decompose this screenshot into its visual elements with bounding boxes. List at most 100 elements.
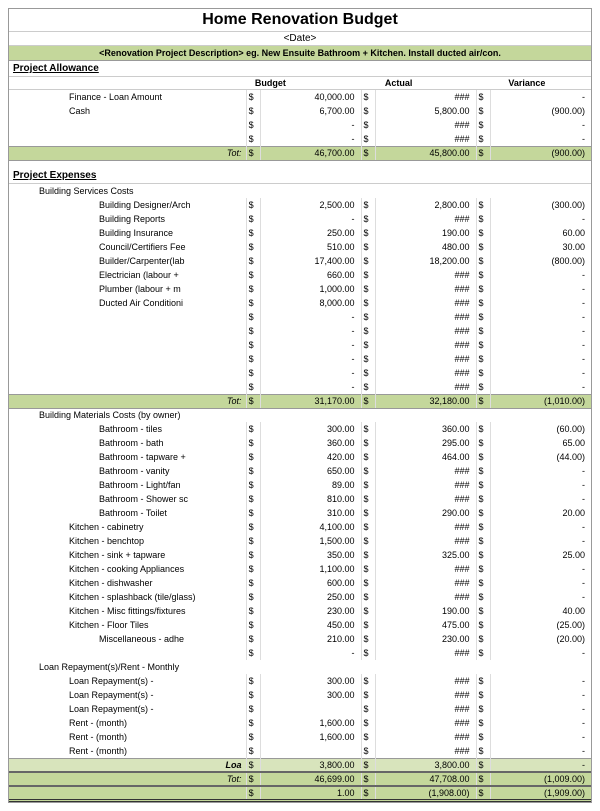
budget-cell: 650.00 bbox=[260, 464, 361, 478]
actual-cell: ### bbox=[375, 90, 476, 104]
currency-cell: $ bbox=[246, 548, 260, 562]
budget-cell: 230.00 bbox=[260, 604, 361, 618]
currency-cell: $ bbox=[476, 730, 490, 744]
currency-cell: $ bbox=[361, 716, 375, 730]
group-row: Loan Repayment(s)/Rent - Monthly bbox=[9, 660, 591, 674]
currency-cell: $ bbox=[246, 254, 260, 268]
budget-cell: 360.00 bbox=[260, 436, 361, 450]
date-field: <Date> bbox=[9, 32, 591, 46]
variance-cell: - bbox=[490, 702, 591, 716]
budget-cell: 40,000.00 bbox=[260, 90, 361, 104]
currency-cell: $ bbox=[361, 324, 375, 338]
table-row: Cash $ 6,700.00 $ 5,800.00 $ (900.00) bbox=[9, 104, 591, 118]
row-label: Electrician (labour + bbox=[9, 268, 246, 282]
expenses-table: Building Services Costs Building Designe… bbox=[9, 184, 591, 802]
currency-cell: $ bbox=[361, 478, 375, 492]
currency-cell: $ bbox=[476, 132, 490, 146]
currency-cell: $ bbox=[476, 688, 490, 702]
currency-cell: $ bbox=[246, 618, 260, 632]
table-row: Loan Repayment(s) - $ 300.00 $ ### $ - bbox=[9, 688, 591, 702]
actual-cell: 295.00 bbox=[375, 436, 476, 450]
actual-cell: ### bbox=[375, 730, 476, 744]
allowance-header: Project Allowance bbox=[9, 61, 591, 77]
currency-cell: $ bbox=[361, 492, 375, 506]
variance-cell: - bbox=[490, 464, 591, 478]
currency-cell: $ bbox=[361, 90, 375, 104]
currency-cell: $ bbox=[361, 240, 375, 254]
row-label: Building Insurance bbox=[9, 226, 246, 240]
table-row: Builder/Carpenter(lab $ 17,400.00 $ 18,2… bbox=[9, 254, 591, 268]
currency-cell: $ bbox=[361, 212, 375, 226]
budget-cell: 300.00 bbox=[260, 674, 361, 688]
total-label: Loa bbox=[9, 758, 246, 772]
budget-cell: 250.00 bbox=[260, 226, 361, 240]
currency-cell: $ bbox=[476, 576, 490, 590]
actual-cell: ### bbox=[375, 492, 476, 506]
currency-cell: $ bbox=[361, 674, 375, 688]
group-row: Building Services Costs bbox=[9, 184, 591, 198]
row-label: Loan Repayment(s) - bbox=[9, 674, 246, 688]
table-row: Electrician (labour + $ 660.00 $ ### $ - bbox=[9, 268, 591, 282]
currency-cell: $ bbox=[476, 436, 490, 450]
budget-cell: 1,000.00 bbox=[260, 282, 361, 296]
currency-cell: $ bbox=[361, 688, 375, 702]
currency-cell: $ bbox=[246, 450, 260, 464]
budget-cell: 810.00 bbox=[260, 492, 361, 506]
variance-cell: 65.00 bbox=[490, 436, 591, 450]
row-label bbox=[9, 380, 246, 394]
currency-cell: $ bbox=[361, 226, 375, 240]
variance-cell: (44.00) bbox=[490, 450, 591, 464]
table-row: $ - $ ### $ - bbox=[9, 380, 591, 394]
actual-cell: ### bbox=[375, 576, 476, 590]
project-description: <Renovation Project Description> eg. New… bbox=[9, 46, 591, 61]
row-label bbox=[9, 366, 246, 380]
budget-cell: 210.00 bbox=[260, 632, 361, 646]
currency-cell: $ bbox=[476, 450, 490, 464]
row-label: Council/Certifiers Fee bbox=[9, 240, 246, 254]
currency-cell: $ bbox=[246, 310, 260, 324]
table-row: Loan Repayment(s) - $ 300.00 $ ### $ - bbox=[9, 674, 591, 688]
currency-cell: $ bbox=[246, 562, 260, 576]
currency-cell: $ bbox=[476, 212, 490, 226]
currency-cell: $ bbox=[246, 534, 260, 548]
budget-cell: - bbox=[260, 380, 361, 394]
currency-cell: $ bbox=[246, 604, 260, 618]
actual-cell: ### bbox=[375, 268, 476, 282]
allowance-table: Finance - Loan Amount $ 40,000.00 $ ### … bbox=[9, 90, 591, 168]
variance-cell: (900.00) bbox=[490, 104, 591, 118]
budget-cell: 89.00 bbox=[260, 478, 361, 492]
row-label: Bathroom - vanity bbox=[9, 464, 246, 478]
budget-cell: - bbox=[260, 646, 361, 660]
row-label: Rent - (month) bbox=[9, 716, 246, 730]
row-label: Kitchen - splashback (tile/glass) bbox=[9, 590, 246, 604]
currency-cell: $ bbox=[476, 338, 490, 352]
budget-cell: - bbox=[260, 212, 361, 226]
table-row: $ - $ ### $ - bbox=[9, 324, 591, 338]
variance-cell: (20.00) bbox=[490, 632, 591, 646]
currency-cell: $ bbox=[476, 254, 490, 268]
variance-cell: - bbox=[490, 90, 591, 104]
variance-cell: - bbox=[490, 492, 591, 506]
table-row: Rent - (month) $ 1,600.00 $ ### $ - bbox=[9, 716, 591, 730]
currency-cell: $ bbox=[476, 604, 490, 618]
table-row: Bathroom - Shower sc $ 810.00 $ ### $ - bbox=[9, 492, 591, 506]
currency-cell: $ bbox=[476, 90, 490, 104]
variance-cell: (800.00) bbox=[490, 254, 591, 268]
variance-cell: - bbox=[490, 646, 591, 660]
row-label bbox=[9, 338, 246, 352]
actual-cell: ### bbox=[375, 310, 476, 324]
actual-cell: ### bbox=[375, 674, 476, 688]
currency-cell: $ bbox=[361, 268, 375, 282]
currency-cell: $ bbox=[246, 646, 260, 660]
actual-cell: ### bbox=[375, 296, 476, 310]
row-label bbox=[9, 646, 246, 660]
row-label: Miscellaneous - adhe bbox=[9, 632, 246, 646]
budget-cell: 660.00 bbox=[260, 268, 361, 282]
actual-cell: 190.00 bbox=[375, 604, 476, 618]
table-row: Building Insurance $ 250.00 $ 190.00 $ 6… bbox=[9, 226, 591, 240]
row-label: Kitchen - Floor Tiles bbox=[9, 618, 246, 632]
variance-cell: - bbox=[490, 688, 591, 702]
row-label bbox=[9, 352, 246, 366]
currency-cell: $ bbox=[361, 338, 375, 352]
currency-cell: $ bbox=[246, 240, 260, 254]
